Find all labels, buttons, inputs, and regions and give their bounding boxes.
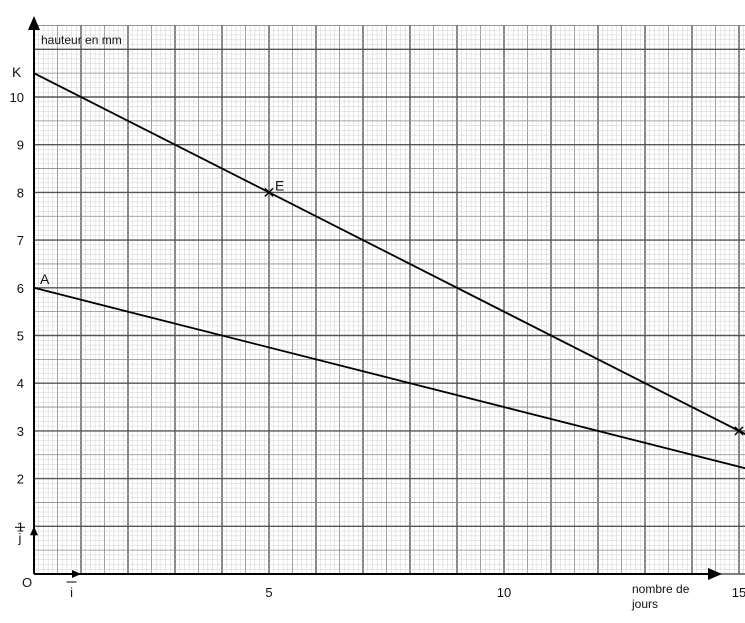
- y-tick-label: 5: [17, 329, 24, 344]
- x-tick-label: 5: [265, 585, 272, 600]
- unit-vector-j-arrow: [30, 526, 38, 536]
- point-label-E: E: [275, 177, 284, 193]
- x-tick-label: 10: [497, 585, 511, 600]
- y-tick-label: 2: [17, 472, 24, 487]
- point-label-K: K: [12, 64, 22, 80]
- x-tick-label: 15: [732, 585, 745, 600]
- y-axis-label: hauteur en mm: [41, 33, 122, 47]
- axes: [28, 16, 722, 580]
- y-tick-label: 4: [17, 376, 24, 391]
- unit-vector-j-label: j: [18, 530, 22, 545]
- unit-vector-i-label: i: [70, 585, 73, 600]
- y-tick-label: 3: [17, 424, 24, 439]
- grid: [33, 25, 745, 575]
- y-tick-label: 9: [17, 138, 24, 153]
- point-mark-F: [734, 426, 744, 436]
- y-tick-label: 7: [17, 233, 24, 248]
- labels: 510152012345678910Oijnombre dejoursKEFAL…: [10, 64, 745, 611]
- point-label-A: A: [40, 271, 50, 287]
- x-axis-arrow: [708, 568, 722, 580]
- x-axis-label: nombre de jours: [631, 582, 690, 611]
- y-axis-arrow: [28, 16, 40, 30]
- series-line-1: [33, 72, 745, 435]
- y-tick-label: 10: [10, 90, 24, 105]
- y-tick-label: 8: [17, 185, 24, 200]
- y-tick-label: 6: [17, 281, 24, 296]
- series: [33, 72, 745, 470]
- origin-label: O: [22, 575, 32, 590]
- point-mark-E: [264, 187, 274, 197]
- series-line-2: [33, 286, 745, 470]
- unit-vector-i-arrow: [72, 570, 81, 578]
